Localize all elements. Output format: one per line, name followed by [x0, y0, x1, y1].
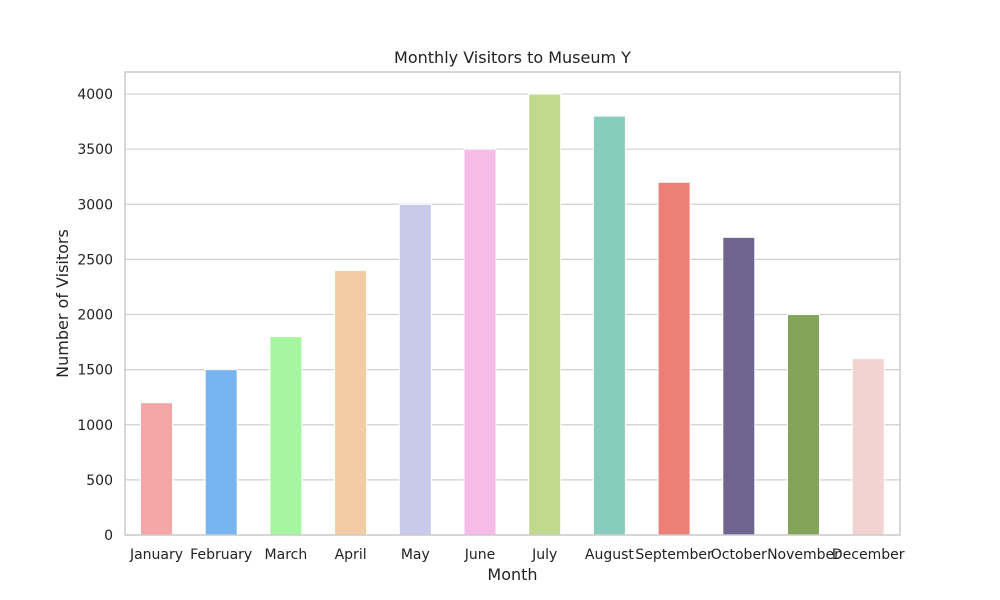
x-tick-label: June — [464, 547, 496, 563]
bar-october — [722, 236, 756, 536]
bar-july — [528, 93, 562, 536]
y-tick-label: 1000 — [77, 418, 113, 434]
x-axis-title: Month — [487, 565, 537, 584]
x-tick-label: February — [190, 547, 252, 563]
bar-march — [269, 336, 303, 536]
y-tick-label: 3000 — [77, 197, 113, 213]
x-tick-label: November — [767, 547, 840, 563]
x-tick-label: March — [265, 547, 308, 563]
plot-area-frame — [124, 71, 901, 536]
x-tick-label: May — [401, 547, 430, 563]
bar-april — [334, 269, 368, 536]
y-tick-label: 0 — [104, 528, 113, 544]
bar-may — [398, 203, 432, 536]
x-tick-label: August — [585, 547, 635, 563]
x-tick-label: December — [832, 547, 905, 563]
x-tick-label: April — [335, 547, 367, 563]
y-tick-labels: 0 500 1000 1500 2000 2500 3000 3500 4000 — [77, 87, 113, 544]
bar-june — [463, 148, 497, 536]
x-tick-label: July — [531, 547, 557, 563]
y-tick-label: 3500 — [77, 142, 113, 158]
x-tick-label: January — [129, 547, 183, 563]
bar-january — [140, 402, 173, 536]
x-tick-label: October — [711, 547, 767, 563]
y-axis-title: Number of Visitors — [53, 229, 72, 378]
y-tick-label: 1500 — [77, 363, 113, 379]
bar-august — [592, 115, 626, 536]
y-tick-label: 4000 — [77, 87, 113, 103]
y-tick-label: 500 — [86, 473, 113, 489]
y-tick-label: 2000 — [77, 308, 113, 324]
x-tick-label: September — [635, 547, 713, 563]
bar-february — [204, 369, 238, 536]
x-tick-labels: January February March April May June July Augu… — [129, 547, 905, 563]
y-tick-label: 2500 — [77, 252, 113, 268]
chart-title: Monthly Visitors to Museum Y — [394, 48, 631, 67]
bar-september — [657, 181, 691, 536]
bars — [140, 93, 885, 536]
bar-november — [787, 314, 820, 536]
bar-december — [851, 358, 885, 536]
